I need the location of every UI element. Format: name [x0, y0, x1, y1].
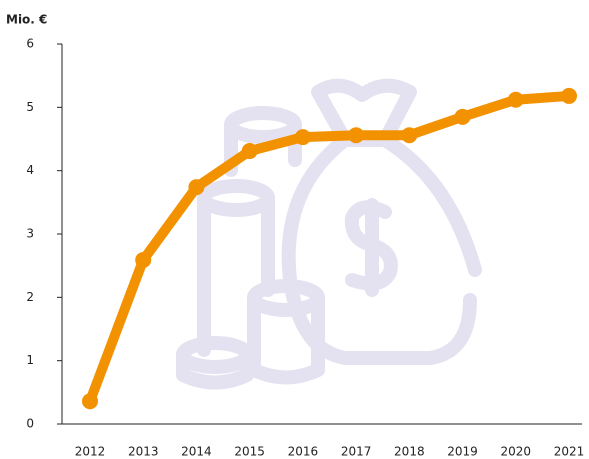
marker	[507, 91, 524, 108]
marker	[348, 127, 365, 144]
marker	[82, 393, 98, 410]
marker	[188, 179, 205, 196]
y-axis-label: Mio. €	[6, 13, 47, 27]
x-tick-label: 2019	[447, 445, 478, 459]
x-tick-label: 2021	[554, 445, 585, 459]
y-tick-label: 6	[26, 37, 34, 51]
marker	[241, 143, 258, 160]
y-tick-label: 5	[26, 100, 34, 114]
y-tick-label: 2	[26, 290, 34, 304]
x-tick-label: 2018	[394, 445, 425, 459]
line	[85, 90, 574, 407]
x-tick-label: 2016	[288, 445, 319, 459]
x-tick-label: 2014	[181, 445, 212, 459]
x-tick-label: 2013	[128, 445, 159, 459]
x-tick-label: 2020	[501, 445, 532, 459]
x-tick-label: 2012	[75, 445, 106, 459]
marker	[561, 87, 577, 104]
y-tick-label: 1	[26, 353, 34, 367]
x-tick-label: 2017	[341, 445, 372, 459]
y-tick-label: 0	[26, 417, 34, 431]
marker	[454, 108, 471, 125]
background-illustration	[176, 78, 482, 390]
y-tick-label: 3	[26, 227, 34, 241]
marker	[135, 251, 152, 268]
marker	[401, 127, 418, 144]
x-tick-label: 2015	[234, 445, 265, 459]
y-tick-label: 4	[26, 163, 34, 177]
marker	[294, 129, 311, 146]
